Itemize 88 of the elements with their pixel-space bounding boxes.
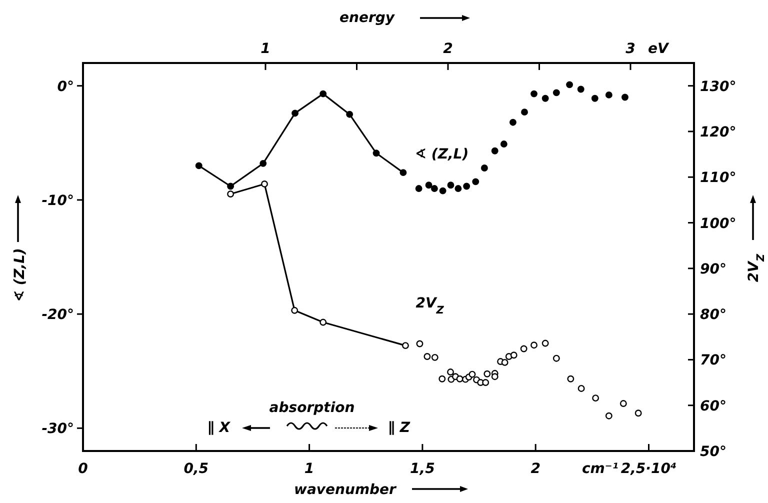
y-tick-label: -30°	[42, 421, 74, 438]
y2-tick-label: 120°	[700, 124, 736, 140]
text: cm⁻¹	[582, 461, 618, 477]
y2-tick-label: 130°	[700, 78, 736, 95]
text: eV	[648, 41, 670, 57]
point	[510, 352, 518, 359]
annotation: ∥ X	[207, 420, 232, 436]
point	[227, 190, 234, 198]
point	[491, 147, 498, 154]
point	[456, 375, 464, 382]
point	[591, 94, 598, 102]
point	[292, 110, 299, 117]
point	[484, 370, 491, 378]
x2-tick-label: 2	[443, 41, 453, 57]
y-tick-label: 0°	[57, 78, 74, 95]
point	[578, 384, 585, 392]
point	[542, 340, 549, 347]
point	[552, 89, 560, 96]
x-tick-label: 2,5·10⁴	[620, 461, 677, 477]
y2-tick-label: 60°	[700, 398, 726, 414]
point	[468, 370, 476, 378]
annotation: ∥ Z	[388, 420, 411, 436]
point	[227, 182, 234, 190]
y2-tick-label: 80°	[700, 307, 726, 324]
point	[454, 185, 462, 192]
point	[509, 118, 516, 126]
point	[482, 379, 490, 386]
series-label: ∢ (Z,L)	[414, 146, 469, 163]
point	[530, 90, 538, 98]
point	[320, 90, 327, 98]
point	[424, 353, 431, 360]
point	[500, 140, 508, 148]
point	[400, 169, 407, 176]
point	[491, 373, 498, 380]
point	[438, 375, 446, 382]
point	[530, 342, 538, 349]
point	[480, 164, 488, 172]
y-tick-label: -20°	[42, 307, 74, 324]
x-tick-label: 0	[78, 461, 88, 477]
point	[520, 345, 528, 352]
x-tick-label: 1,5	[410, 461, 436, 477]
series-label: 2V$_{Z}$	[416, 296, 444, 317]
x2-axis-title: energy	[339, 10, 396, 26]
x-tick-label: 1	[304, 461, 314, 477]
y2-tick-label: 50°	[700, 444, 726, 460]
point	[439, 187, 446, 194]
annotation: absorption	[269, 400, 355, 416]
point	[542, 94, 549, 102]
y2-tick-label: 100°	[700, 216, 736, 232]
point	[620, 400, 627, 407]
point	[463, 182, 470, 190]
point	[501, 358, 508, 366]
y2-tick-label: 90°	[700, 261, 726, 278]
point	[291, 306, 298, 314]
point	[372, 150, 380, 157]
point	[346, 110, 354, 118]
x-tick-label: 2	[530, 461, 540, 477]
point	[431, 354, 438, 361]
point	[416, 340, 424, 348]
point	[634, 410, 642, 417]
point	[447, 368, 454, 376]
point	[622, 94, 628, 101]
point	[592, 394, 600, 402]
point	[260, 160, 267, 167]
y-tick-label: -10°	[42, 192, 74, 209]
point	[320, 318, 327, 326]
point	[195, 162, 202, 170]
point	[415, 185, 422, 192]
point	[521, 108, 528, 116]
point	[472, 178, 480, 186]
point	[552, 354, 560, 362]
point	[577, 86, 584, 93]
point	[567, 375, 574, 382]
x2-tick-label: 1	[260, 41, 270, 57]
point	[261, 180, 268, 188]
y2-tick-label: 70°	[700, 352, 726, 369]
x2-tick-label: 3	[626, 41, 636, 57]
point	[566, 81, 574, 88]
point	[605, 91, 612, 98]
point	[447, 182, 454, 189]
point	[402, 342, 409, 350]
point	[430, 185, 438, 192]
point	[605, 412, 612, 420]
y2-tick-label: 110°	[700, 170, 736, 186]
point	[425, 182, 432, 189]
x-axis-title: wavenumber	[294, 482, 398, 498]
y-axis-title: ∢ (Z,L)	[12, 248, 28, 302]
x-tick-label: 0,5	[184, 461, 209, 477]
